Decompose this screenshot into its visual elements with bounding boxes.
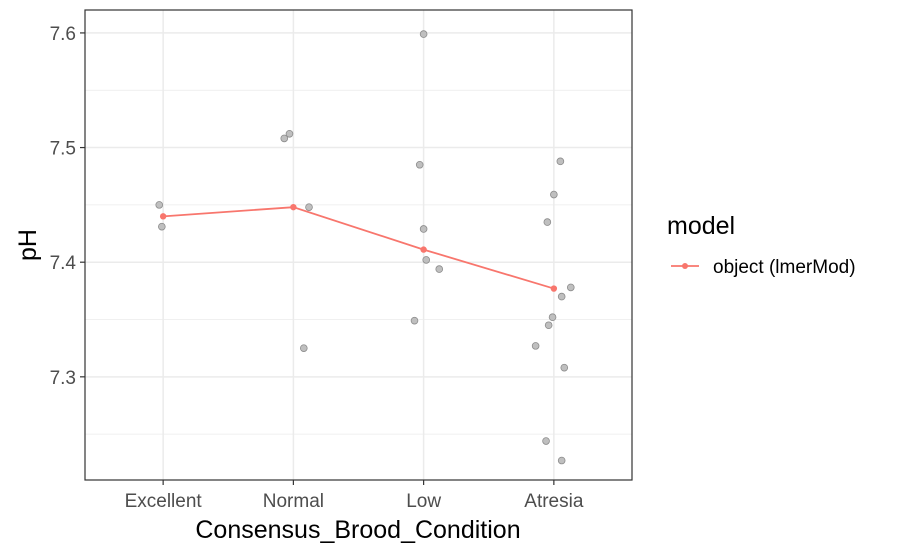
raw-data-points [155, 30, 575, 465]
raw-data-point [531, 342, 540, 350]
raw-data-point [557, 456, 566, 465]
raw-data-point [557, 292, 566, 301]
x-axis: Excellent Normal Low Atresia [125, 480, 584, 512]
raw-data-point [548, 313, 557, 322]
y-tick-label: 7.6 [50, 24, 76, 45]
raw-data-point [419, 225, 428, 233]
raw-data-point [305, 203, 313, 211]
x-tick-label: Atresia [524, 491, 584, 512]
raw-data-point [560, 363, 569, 372]
raw-data-point [285, 130, 294, 138]
legend: model object (lmerMod) [667, 212, 856, 278]
x-tick-label: Low [406, 491, 441, 512]
legend-title: model [667, 212, 735, 240]
raw-data-point [544, 321, 553, 330]
y-tick-label: 7.3 [50, 368, 76, 389]
raw-data-point [542, 437, 550, 445]
x-tick-label: Normal [263, 491, 324, 512]
series-point [550, 285, 558, 292]
y-axis: 7.3 7.4 7.5 7.6 [50, 24, 85, 389]
series-lines [163, 206, 555, 290]
raw-data-point [556, 157, 565, 166]
raw-data-point [280, 134, 289, 143]
raw-data-point [543, 218, 552, 226]
raw-data-point [435, 265, 444, 273]
raw-data-point [550, 190, 558, 199]
x-axis-title: Consensus_Brood_Condition [195, 516, 520, 544]
raw-data-point [410, 316, 419, 325]
legend-point-swatch [682, 263, 688, 269]
raw-data-point [155, 201, 164, 209]
raw-data-point [299, 344, 308, 352]
y-axis-title: pH [14, 229, 42, 261]
series-points [159, 203, 558, 292]
series-point [159, 213, 167, 220]
raw-data-point [158, 222, 166, 231]
raw-data-point [566, 283, 575, 292]
raw-data-point [419, 30, 428, 38]
panel-border [84, 9, 633, 481]
series-line [163, 206, 555, 290]
raw-data-point [415, 160, 424, 169]
y-tick-label: 7.5 [50, 139, 76, 160]
y-tick-label: 7.4 [50, 253, 77, 274]
legend-entry-label: object (lmerMod) [713, 257, 856, 278]
raw-data-point [422, 256, 431, 264]
x-tick-label: Excellent [125, 491, 203, 512]
series-point [290, 203, 297, 211]
series-point [420, 246, 427, 253]
minor-gridlines [85, 89, 632, 435]
major-gridlines [85, 10, 632, 480]
plot-panel [85, 10, 632, 480]
